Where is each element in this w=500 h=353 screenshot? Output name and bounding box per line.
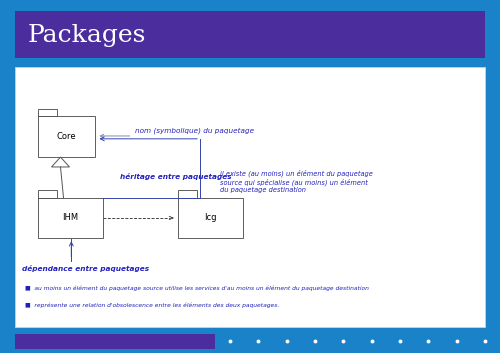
Bar <box>38 190 56 198</box>
Bar <box>15 67 485 327</box>
Bar <box>178 190 197 198</box>
Text: ■  représente une relation d'obsolescence entre les éléments des deux paquetages: ■ représente une relation d'obsolescence… <box>25 302 279 308</box>
Bar <box>15 11 485 58</box>
Text: nom (symbolique) du paquetage: nom (symbolique) du paquetage <box>135 127 254 134</box>
Text: il existe (au moins) un élément du paquetage
source qui spécialise (au moins) un: il existe (au moins) un élément du paque… <box>220 169 373 193</box>
Bar <box>38 109 56 116</box>
Text: Packages: Packages <box>28 24 146 47</box>
Text: héritage entre paquetages: héritage entre paquetages <box>120 173 232 180</box>
Text: Icg: Icg <box>204 214 216 222</box>
Bar <box>38 198 102 238</box>
Text: IHM: IHM <box>62 214 78 222</box>
Bar <box>178 198 242 238</box>
Text: ■  au moins un élément du paquetage source utilise les services d'au moins un él: ■ au moins un élément du paquetage sourc… <box>25 285 369 291</box>
Bar <box>38 116 95 157</box>
Text: dépendance entre paquetages: dépendance entre paquetages <box>22 265 150 272</box>
Bar <box>15 334 215 349</box>
Text: Core: Core <box>56 132 76 141</box>
